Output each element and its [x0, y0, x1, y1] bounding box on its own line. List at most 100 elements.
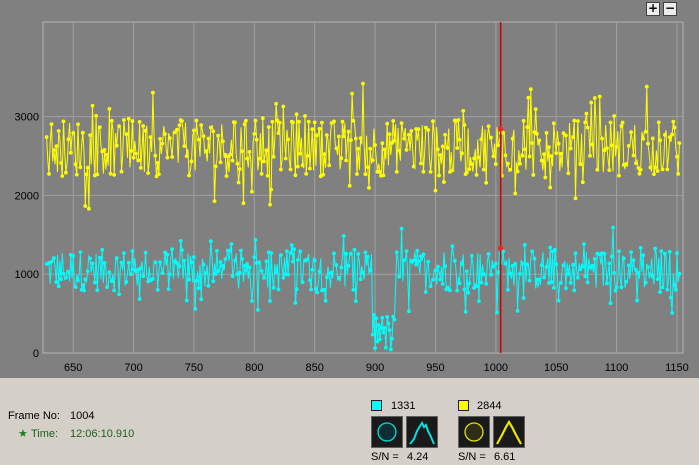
series-2844-point [387, 132, 392, 137]
series-1331-point [52, 256, 56, 261]
series-2844-point [520, 153, 525, 158]
series-2844-point [136, 158, 141, 163]
series-1331-point [95, 288, 100, 293]
series-1331-point [477, 299, 481, 303]
series-2844-point [656, 120, 661, 125]
x-tick-label: 950 [426, 362, 444, 374]
series-1331-point [469, 253, 474, 258]
series-2844-point [637, 171, 642, 176]
time-label: Time: [31, 428, 59, 440]
series-2844-point [230, 158, 235, 163]
series-2844-point [469, 162, 474, 167]
series-1331-point [431, 277, 435, 282]
series-2844-point [392, 138, 397, 143]
series-1331-point [607, 261, 612, 266]
series-1331-point [137, 297, 142, 301]
series-2844-point [97, 125, 102, 130]
series-1331-point [489, 272, 493, 277]
series-2844-point [170, 155, 175, 159]
series-1331-point [90, 261, 95, 266]
series-1331-point [658, 290, 662, 294]
zoom-out-button[interactable]: − [663, 1, 677, 16]
series-1331-point [448, 288, 452, 293]
series-2844-point [380, 141, 385, 146]
series-1331-point [259, 269, 264, 273]
series-1331-point [124, 280, 129, 284]
series-1331-point [673, 288, 678, 292]
series-1331-point [167, 272, 172, 277]
series-2844-point [464, 170, 469, 175]
series-1331-point [351, 288, 356, 292]
series-2844-point [584, 111, 589, 116]
series-2844-point [192, 128, 196, 133]
channel-2-profile-thumbnail[interactable] [493, 416, 525, 448]
series-2844-point [268, 202, 272, 207]
series-2844-point [157, 172, 161, 177]
series-2844-point [667, 135, 672, 140]
series-1331-point [193, 306, 198, 311]
series-2844-point [201, 134, 206, 139]
series-1331-point [73, 285, 78, 289]
series-2844-point [442, 180, 446, 184]
series-1331-point [392, 317, 397, 322]
series-2844-point [221, 139, 225, 144]
series-1331-point [450, 244, 455, 249]
series-2844-point [160, 141, 165, 146]
channel-1-profile-thumbnail[interactable] [406, 416, 438, 448]
series-1331-point [269, 251, 274, 255]
series-1331-point [78, 250, 83, 255]
series-2844-point [304, 172, 309, 176]
series-1331-point [252, 255, 257, 260]
series-1331-point [97, 255, 102, 260]
series-2844-point [629, 130, 633, 135]
series-1331-point [109, 279, 114, 283]
series-2844-point [421, 169, 426, 174]
series-2844-point [457, 137, 462, 142]
series-1331-point [629, 250, 633, 255]
zoom-in-button[interactable]: + [646, 1, 660, 16]
series-1331-point [495, 310, 499, 315]
series-2844-point [527, 154, 532, 159]
series-2844-point [443, 132, 447, 137]
series-2844-point [350, 91, 354, 96]
series-1331-point [358, 277, 363, 282]
series-2844-point [300, 163, 305, 168]
series-2844-point [515, 169, 520, 174]
channel-1-sn-value: 4.24 [407, 451, 429, 463]
series-2844-point [109, 118, 114, 123]
series-1331-point [554, 262, 559, 267]
series-1331-point [339, 265, 344, 270]
channel-1-spot-thumbnail[interactable] [371, 416, 403, 448]
series-2844-point [585, 125, 590, 130]
intensity-trace-chart[interactable]: 650 700 750 800 850 900 950 1000 1050 1100 1150 0 10… [0, 0, 699, 378]
series-1331-point [356, 252, 361, 256]
series-1331-point [501, 249, 505, 254]
series-1331-point [670, 311, 674, 315]
series-1331-point [520, 261, 525, 266]
series-2844-point [49, 122, 54, 127]
series-2844-point [535, 132, 539, 136]
channel-2-spot-thumbnail[interactable] [458, 416, 490, 448]
series-1331-point [635, 298, 639, 303]
series-1331-point [650, 274, 655, 279]
series-2844-point [131, 155, 136, 160]
series-2844-point [638, 167, 643, 172]
series-1331-point [54, 280, 59, 285]
series-1331-point [513, 261, 518, 266]
series-2844-point [530, 141, 534, 146]
series-2844-point [247, 150, 252, 154]
series-2844-point [244, 118, 248, 123]
series-1331-point [399, 226, 404, 231]
series-2844-point [634, 161, 638, 166]
series-1331-point [537, 277, 542, 282]
series-2844-point [196, 137, 201, 142]
series-2844-point [158, 137, 163, 141]
series-2844-point [95, 172, 100, 177]
series-2844-point [74, 172, 79, 177]
series-1331-point [479, 280, 484, 285]
series-2844-point [548, 185, 553, 190]
series-1331-point [530, 249, 534, 254]
series-1331-point [624, 279, 629, 284]
series-2844-point [609, 143, 614, 148]
series-2844-point [508, 167, 513, 172]
